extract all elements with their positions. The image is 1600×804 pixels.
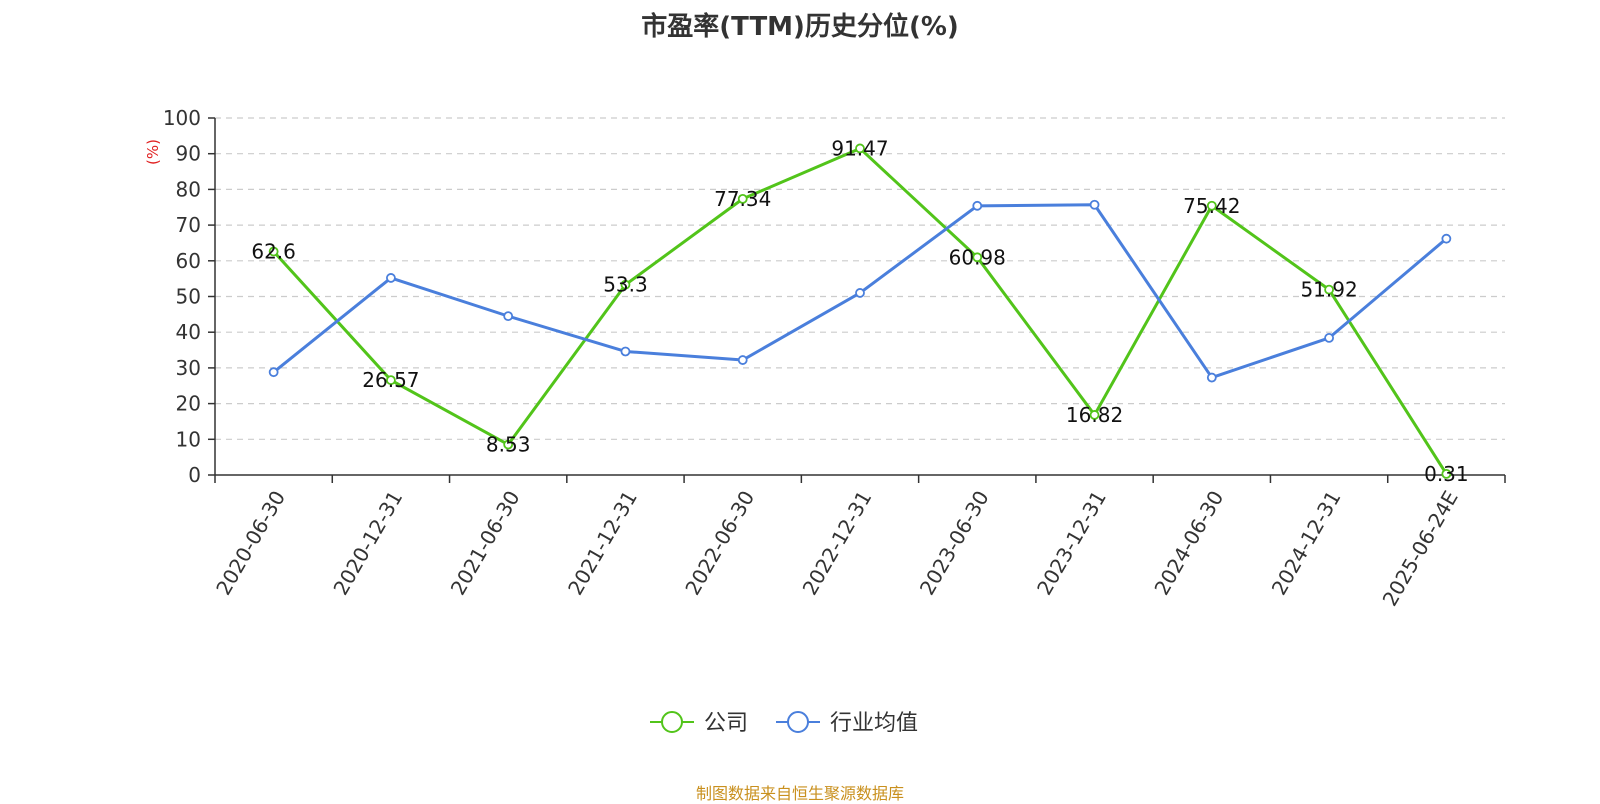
data-point: [1206, 200, 1217, 211]
series-lines: [268, 143, 1452, 479]
x-tick-label: 2022-06-30: [680, 487, 759, 600]
legend-marker: [661, 711, 683, 733]
data-point: [972, 252, 983, 263]
data-label: 16.82: [1066, 403, 1123, 427]
x-tick-label: 2022-12-31: [798, 487, 877, 600]
data-label: 8.53: [486, 433, 531, 457]
y-axis-ticks: 0 10 20 30 40 50 60 70 80 90 100: [163, 106, 215, 487]
y-tick-label: 100: [163, 106, 201, 130]
x-tick-label: 2020-12-31: [328, 487, 407, 600]
y-tick-label: 30: [176, 356, 201, 380]
data-point: [386, 273, 396, 283]
x-tick-label: 2021-06-30: [446, 487, 525, 600]
legend-marker: [787, 711, 809, 733]
data-label: 77.34: [714, 187, 771, 211]
x-tick-label: 2024-06-30: [1149, 487, 1228, 600]
y-tick-label: 40: [176, 320, 201, 344]
y-tick-label: 70: [176, 213, 201, 237]
legend-item-0[interactable]: 公司: [650, 711, 748, 736]
data-point: [855, 143, 865, 154]
y-tick-label: 10: [176, 427, 201, 451]
data-point: [503, 311, 514, 322]
data-label: 53.3: [603, 273, 648, 297]
y-axis-label: (%): [144, 139, 162, 165]
data-source-note: 制图数据来自恒生聚源数据库: [695, 784, 904, 803]
x-tick-label: 2023-06-30: [915, 487, 994, 600]
data-label: 91.47: [831, 136, 888, 160]
x-tick-label: 2025-06-24E: [1378, 487, 1463, 611]
data-point: [737, 193, 748, 204]
data-point: [503, 439, 514, 450]
y-tick-label: 0: [188, 463, 201, 487]
y-tick-label: 50: [176, 285, 201, 309]
data-point: [1324, 284, 1334, 295]
data-point: [1089, 410, 1100, 420]
legend[interactable]: 公司 行业均值: [650, 711, 918, 736]
x-tick-label: 2020-06-30: [211, 487, 290, 600]
data-label: 0.31: [1424, 462, 1469, 486]
data-label: 75.42: [1183, 194, 1240, 218]
data-point: [268, 246, 279, 257]
data-label: 26.57: [362, 368, 419, 392]
y-tick-label: 80: [176, 177, 201, 201]
x-axis-ticks: 2020-06-30 2020-12-31 2021-06-30 2021-12-31…: [211, 475, 1506, 611]
data-point: [268, 367, 279, 378]
data-labels: 62.6 26.57 8.53 53.3 77.34 91.47 60.98 16.82 75.…: [251, 136, 1468, 485]
data-label: 62.6: [251, 240, 296, 264]
y-tick-label: 60: [176, 249, 201, 273]
data-point: [1206, 372, 1217, 383]
data-point: [1441, 468, 1452, 479]
line-chart: 0 10 20 30 40 50 60 70 80 90 100 2020-06-30 2020-12…: [144, 106, 1506, 736]
data-label: 51.92: [1300, 278, 1357, 302]
series-line-0: [272, 146, 1448, 475]
x-tick-label: 2023-12-31: [1032, 487, 1111, 600]
data-point: [855, 288, 865, 298]
y-tick-label: 20: [176, 392, 201, 416]
data-point: [620, 279, 631, 290]
data-point: [1324, 333, 1334, 343]
data-point: [620, 346, 631, 357]
legend-label: 公司: [704, 711, 748, 736]
data-point: [737, 355, 748, 365]
data-point: [1441, 233, 1452, 244]
x-tick-label: 2024-12-31: [1267, 487, 1346, 600]
data-label: 60.98: [949, 245, 1006, 269]
legend-item-1[interactable]: 行业均值: [776, 711, 918, 736]
grid-lines: [215, 117, 1505, 440]
legend-label: 行业均值: [830, 711, 918, 736]
x-tick-label: 2021-12-31: [563, 487, 642, 600]
y-tick-label: 90: [176, 142, 201, 166]
data-point: [386, 375, 396, 386]
data-point: [1089, 199, 1100, 210]
chart-title: 市盈率(TTM)历史分位(%): [641, 12, 959, 42]
data-point: [972, 200, 983, 211]
